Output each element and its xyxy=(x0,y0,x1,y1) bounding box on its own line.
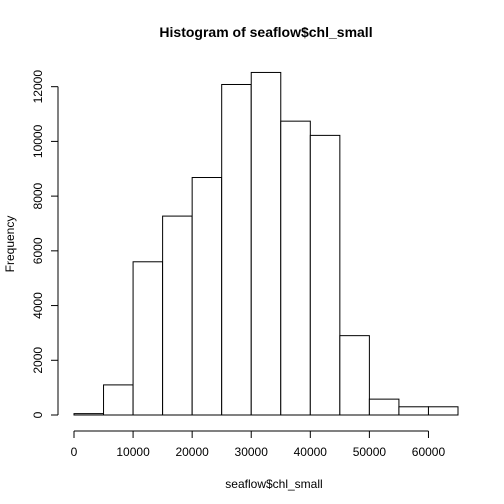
chart-title: Histogram of seaflow$chl_small xyxy=(159,24,372,40)
y-tick-label: 4000 xyxy=(31,292,45,319)
x-tick-label: 30000 xyxy=(235,445,269,459)
x-tick-label: 0 xyxy=(71,445,78,459)
y-axis-label: Frequency xyxy=(3,216,17,273)
y-tick-label: 6000 xyxy=(31,237,45,264)
x-tick-label: 60000 xyxy=(412,445,446,459)
histogram-bar xyxy=(162,215,193,416)
histogram-bar xyxy=(398,406,429,416)
histogram-bar xyxy=(368,398,400,416)
histogram-bar xyxy=(250,71,282,416)
histogram-bar xyxy=(339,335,370,416)
x-tick-label: 50000 xyxy=(353,445,387,459)
histogram-bar xyxy=(191,177,223,416)
x-axis-label: seaflow$chl_small xyxy=(225,477,322,491)
x-tick-label: 10000 xyxy=(116,445,150,459)
y-axis: 0 2000 4000 6000 8000 10000 12000 xyxy=(31,70,59,418)
y-tick-label: 8000 xyxy=(31,182,45,209)
x-tick-label: 20000 xyxy=(175,445,209,459)
x-tick-label: 40000 xyxy=(294,445,328,459)
y-tick-label: 12000 xyxy=(31,70,45,104)
histogram-bar xyxy=(221,83,252,416)
histogram-bar xyxy=(103,384,134,416)
y-tick-label: 2000 xyxy=(31,347,45,374)
histogram-bar xyxy=(427,406,459,416)
bars-group xyxy=(73,71,459,416)
y-tick-label: 10000 xyxy=(31,124,45,158)
histogram-bar xyxy=(280,120,311,416)
histogram-bar xyxy=(132,261,164,416)
y-tick-label: 0 xyxy=(31,411,45,418)
x-axis: 0 10000 20000 30000 40000 50000 60000 xyxy=(71,430,446,459)
histogram-bar xyxy=(309,134,341,416)
histogram-bar xyxy=(73,413,105,416)
